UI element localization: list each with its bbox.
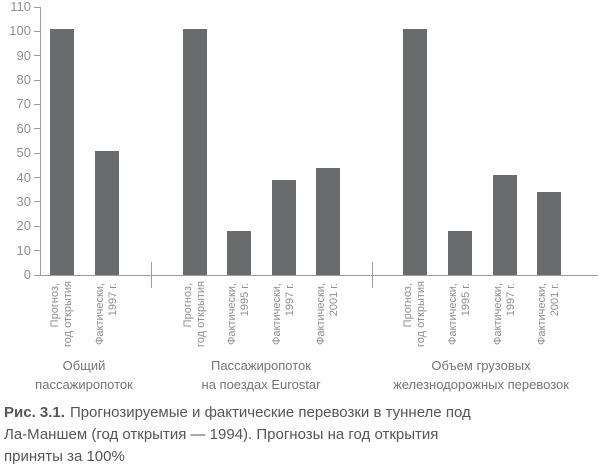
caption-text-1: Прогнозируемые и фактические перевозки в… [69, 404, 471, 421]
y-tick [34, 6, 41, 8]
bar [227, 231, 251, 275]
group-separator [372, 262, 373, 288]
y-tick-label: 70 [16, 96, 31, 112]
y-tick [34, 55, 41, 57]
bar-label-line-2: 2001 г. [328, 283, 340, 317]
figure-number: Рис. 3.1. [4, 404, 65, 421]
bar-label: Прогноз, год открытия [182, 280, 208, 347]
bar [183, 28, 207, 275]
bar-label-line-1: Прогноз, [402, 283, 414, 328]
bar-label: Прогноз, год открытия [402, 280, 428, 347]
y-tick [34, 177, 41, 179]
caption-line-3: приняты за 100% [4, 448, 125, 465]
bar [95, 150, 119, 275]
bar [272, 179, 296, 275]
y-tick [34, 152, 41, 154]
bar [493, 175, 517, 275]
bar-label: Фактически, 1995 г. [226, 283, 252, 347]
bar-label: Прогноз, год открытия [49, 280, 75, 347]
group-label-line-1: Пассажиропоток [211, 358, 311, 373]
bar-label-line-1: Фактически, [94, 283, 106, 345]
bar-label-line-2: 2001 г. [549, 283, 561, 317]
y-tick-label: 10 [16, 242, 31, 258]
bar-label-line-1: Фактически, [271, 283, 283, 345]
y-tick-label: 80 [16, 72, 31, 88]
y-tick-label: 0 [23, 267, 31, 282]
y-tick [34, 250, 41, 252]
bar-label: Фактически, 2001 г. [536, 283, 562, 347]
x-axis-line [40, 275, 598, 276]
bar-label-line-1: Прогноз, [49, 283, 61, 328]
group-separator [151, 262, 152, 288]
figure-caption: Рис. 3.1. Прогнозируемые и фактические пе… [4, 402, 544, 468]
group-label-line-2: пассажиропоток [35, 377, 133, 392]
y-tick-label: 90 [16, 47, 31, 63]
group-label-line-2: железнодорожных перевозок [393, 377, 569, 392]
y-axis-line [40, 7, 41, 276]
bar-label-line-2: год открытия [415, 280, 427, 347]
bar [448, 231, 472, 275]
y-tick [34, 30, 41, 32]
bar-label-line-1: Фактически, [226, 283, 238, 345]
group-label: Объем грузовых железнодорожных перевозок [361, 356, 600, 394]
group-label: Пассажиропоток на поездах Eurostar [141, 356, 381, 394]
bar [316, 167, 340, 275]
group-label-line-1: Объем грузовых [431, 358, 531, 373]
bar-label-line-1: Фактически, [315, 283, 327, 345]
bar [50, 28, 74, 275]
group-label-line-1: Общий [62, 358, 106, 373]
y-tick-label: 110 [10, 0, 31, 14]
bar-label-line-2: год открытия [62, 280, 74, 347]
bar-label: Фактически, 1997 г. [492, 283, 518, 347]
y-tick [34, 225, 41, 227]
bar-label-line-2: 1997 г. [107, 283, 119, 317]
bar-label-line-1: Фактически, [492, 283, 504, 345]
bar-label: Фактически, 2001 г. [315, 283, 341, 347]
bar [403, 28, 427, 275]
group-label-line-2: на поездах Eurostar [201, 377, 321, 392]
bar-label-line-1: Прогноз, [182, 283, 194, 328]
bar-label-line-1: Фактически, [536, 283, 548, 345]
y-tick [34, 201, 41, 203]
y-tick [34, 103, 41, 105]
bar-label-line-2: 1995 г. [460, 283, 472, 317]
bar-label-line-2: 1995 г. [239, 283, 251, 317]
bar-label-line-2: 1997 г. [284, 283, 296, 317]
bar-label-line-2: 1997 г. [505, 283, 517, 317]
y-tick-label: 100 [9, 23, 31, 39]
group-label: Общий пассажиропоток [0, 356, 204, 394]
y-tick [34, 274, 41, 276]
bar-label-line-2: год открытия [195, 280, 207, 347]
y-tick-label: 20 [16, 218, 31, 234]
bar-label: Фактически, 1997 г. [271, 283, 297, 347]
y-tick-label: 30 [16, 193, 31, 209]
y-tick [34, 128, 41, 130]
y-tick-label: 50 [16, 145, 31, 161]
bar-label-line-1: Фактически, [447, 283, 459, 345]
y-tick-label: 60 [16, 120, 31, 136]
y-tick [34, 79, 41, 81]
y-tick-label: 40 [16, 169, 31, 185]
bar-label: Фактически, 1995 г. [447, 283, 473, 347]
caption-line-2: Ла-Маншем (год открытия — 1994). Прогноз… [4, 426, 439, 443]
bar-label: Фактически, 1997 г. [94, 283, 120, 347]
bar [537, 192, 561, 275]
caption-line-1: Рис. 3.1. Прогнозируемые и фактические пе… [4, 402, 544, 424]
